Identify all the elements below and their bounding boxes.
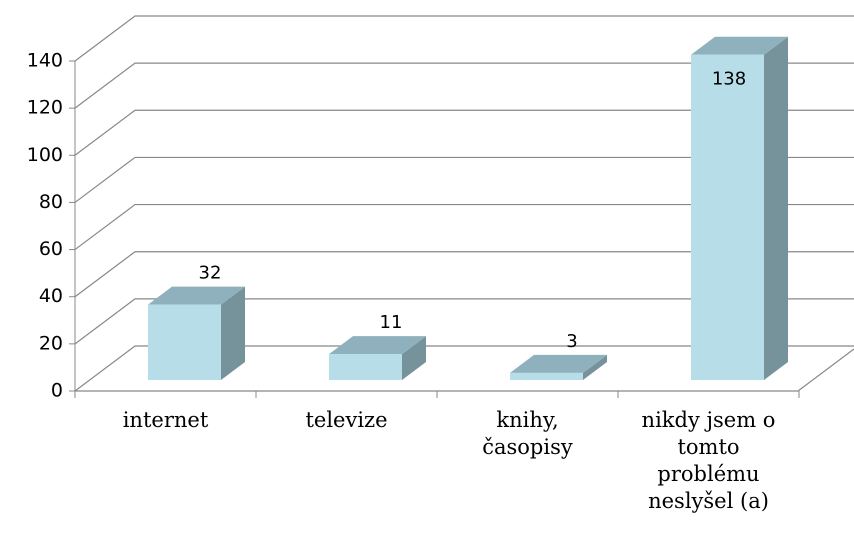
bar-side <box>583 354 607 380</box>
y-tick-label: 40 <box>39 285 63 307</box>
grid-line <box>74 345 854 392</box>
y-tick-label: 100 <box>27 144 63 166</box>
grid-line <box>74 62 854 109</box>
grid-line <box>74 156 854 203</box>
grid-line <box>74 15 854 62</box>
y-tick-label: 60 <box>39 238 63 260</box>
grid-line <box>74 251 854 298</box>
y-tick-label: 120 <box>27 97 63 119</box>
floor-edge <box>75 348 854 392</box>
y-tick-label: 80 <box>39 191 63 213</box>
x-tick-label: internet <box>122 408 209 432</box>
x-tick-label: televize <box>305 408 388 432</box>
grid-line <box>74 109 854 156</box>
bar <box>329 354 402 380</box>
data-label: 32 <box>199 263 222 284</box>
data-label: 138 <box>712 69 746 90</box>
bar <box>148 304 221 380</box>
grid-line <box>74 203 854 251</box>
bar-top <box>510 354 607 373</box>
bar-top <box>691 36 788 55</box>
bar-side <box>221 286 245 380</box>
x-tick-label: knihy, časopisy <box>482 408 573 459</box>
grid-line <box>74 298 854 345</box>
y-tick-label: 20 <box>39 332 63 354</box>
bar-top <box>148 286 245 305</box>
bar-side <box>402 336 426 380</box>
bar <box>691 54 764 380</box>
y-tick-label: 140 <box>27 50 63 72</box>
data-label: 11 <box>380 312 403 333</box>
x-tick-label: nikdy jsem o tomto problému neslyšel (a) <box>641 408 776 513</box>
bar-side <box>764 36 788 380</box>
data-label: 3 <box>566 331 577 352</box>
bar <box>510 372 583 380</box>
y-tick-label: 0 <box>51 380 63 402</box>
bar-top <box>329 336 426 355</box>
